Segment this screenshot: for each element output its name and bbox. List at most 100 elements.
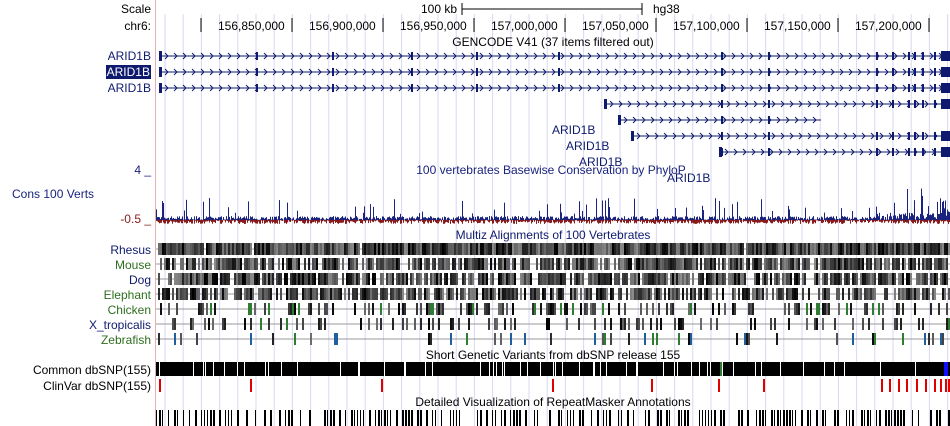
- alignment-block: [856, 243, 858, 255]
- cons-track-label[interactable]: Cons 100 Verts: [12, 187, 95, 201]
- strand-arrow: [326, 52, 331, 60]
- repeat-element: [660, 410, 662, 426]
- alignment-block: [506, 258, 508, 270]
- dbsnp-clinvar-label[interactable]: ClinVar dbSNP(155): [43, 379, 151, 393]
- cons-neg-bar: [743, 220, 744, 222]
- cons-neg-bar: [428, 220, 429, 224]
- alignment-block: [530, 288, 532, 300]
- alignment-block: [160, 243, 162, 255]
- species-label-elephant[interactable]: Elephant: [103, 288, 151, 302]
- multiz-track-title[interactable]: Multiz Alignments of 100 Vertebrates: [455, 228, 651, 242]
- alignment-block: [262, 243, 264, 255]
- alignment-block: [434, 273, 436, 285]
- strand-arrow: [524, 84, 529, 92]
- cons-bar: [511, 219, 512, 220]
- alignment-block: [792, 258, 794, 270]
- strand-arrow: [645, 132, 650, 140]
- cons-neg-bar: [649, 220, 650, 223]
- alignment-block: [256, 243, 258, 255]
- gene-label-arid1b[interactable]: ARID1B: [566, 139, 610, 153]
- strand-arrow: [344, 84, 349, 92]
- strand-arrow: [645, 100, 650, 108]
- alignment-block: [888, 243, 890, 255]
- dbsnp-track-title[interactable]: Short Genetic Variants from dbSNP releas…: [425, 348, 681, 362]
- alignment-block: [536, 258, 538, 270]
- cons-bar: [276, 216, 277, 220]
- cons-neg-bar: [814, 220, 815, 223]
- repeatmasker-track-title[interactable]: Detailed Visualization of RepeatMasker A…: [415, 395, 691, 409]
- gene-label-arid1b-selected[interactable]: ARID1B: [105, 65, 151, 79]
- alignment-block: [466, 333, 468, 345]
- species-label-rhesus[interactable]: Rhesus: [110, 243, 151, 257]
- species-label-chicken[interactable]: Chicken: [107, 303, 151, 317]
- gene-label-arid1b[interactable]: ARID1B: [667, 171, 711, 185]
- gene-label-arid1b[interactable]: ARID1B: [552, 123, 596, 137]
- cons-bar: [463, 216, 464, 220]
- alignment-block: [304, 273, 306, 285]
- multiz-alignments[interactable]: [156, 242, 950, 348]
- species-label-mouse[interactable]: Mouse: [114, 258, 151, 272]
- species-label-x-tropicalis[interactable]: X_tropicalis: [88, 318, 151, 332]
- alignment-block: [874, 273, 876, 285]
- species-label-zebrafish[interactable]: Zebrafish: [100, 333, 151, 347]
- alignment-block: [650, 243, 652, 255]
- alignment-block: [708, 258, 710, 270]
- strand-arrow: [830, 68, 835, 76]
- strand-arrow: [879, 132, 884, 140]
- gencode-track-title[interactable]: GENCODE V41 (37 items filtered out): [452, 35, 654, 49]
- alignment-block: [938, 303, 940, 315]
- cons-neg-bar: [730, 220, 731, 224]
- alignment-block: [294, 258, 296, 270]
- gencode-transcripts[interactable]: [156, 48, 950, 168]
- cons-bar: [501, 216, 502, 220]
- cons-neg-bar: [549, 220, 550, 223]
- cons-neg-bar: [482, 220, 483, 221]
- repeat-element: [657, 410, 659, 426]
- cons-bar: [529, 218, 530, 220]
- alignment-block: [306, 243, 308, 255]
- cons-neg-bar: [534, 220, 535, 222]
- alignment-block: [410, 243, 412, 255]
- alignment-block: [582, 258, 584, 270]
- cons-neg-bar: [551, 220, 552, 223]
- alignment-block: [832, 243, 834, 255]
- cons-neg-bar: [746, 220, 747, 222]
- cons-bar: [407, 218, 408, 220]
- alignment-block: [414, 318, 416, 330]
- dbsnp-variants[interactable]: [156, 362, 950, 394]
- conservation-wiggle[interactable]: [156, 172, 950, 232]
- genome-browser-track-area[interactable]: 100 kb hg38 156,850,000 156,900,000 156,95…: [156, 0, 950, 426]
- repeat-element: [384, 410, 386, 426]
- alignment-block: [216, 243, 218, 255]
- cons-bar: [598, 217, 599, 220]
- alignment-block: [948, 288, 950, 300]
- strand-arrow: [659, 116, 664, 124]
- exon-block: [914, 100, 916, 108]
- alignment-block: [254, 258, 256, 270]
- repeat-element: [405, 410, 407, 426]
- cons-neg-bar: [907, 220, 908, 223]
- alignment-block: [248, 243, 250, 255]
- alignment-block: [520, 258, 522, 270]
- cons-neg-bar: [215, 220, 216, 224]
- dbsnp-common-label[interactable]: Common dbSNP(155): [32, 363, 151, 377]
- conservation-track-title[interactable]: 100 vertebrates Basewise Conservation by…: [416, 163, 686, 177]
- gene-label-arid1b[interactable]: ARID1B: [107, 49, 151, 63]
- position-ruler[interactable]: [156, 16, 950, 36]
- cons-bar: [844, 216, 845, 220]
- cons-neg-bar: [433, 220, 434, 223]
- alignment-block: [900, 318, 902, 330]
- repeatmasker-annotations[interactable]: [156, 408, 950, 426]
- gene-label-arid1b[interactable]: ARID1B: [579, 155, 623, 169]
- alignment-block: [336, 258, 338, 270]
- cons-bar: [569, 218, 570, 220]
- cons-bar: [941, 212, 942, 220]
- species-label-dog[interactable]: Dog: [128, 273, 151, 287]
- exon-block: [768, 68, 770, 76]
- cons-neg-bar: [802, 220, 803, 222]
- cons-neg-bar: [259, 220, 260, 224]
- strand-arrow: [650, 68, 655, 76]
- cons-bar: [862, 216, 863, 220]
- gene-label-arid1b[interactable]: ARID1B: [107, 81, 151, 95]
- cons-bar: [904, 214, 905, 220]
